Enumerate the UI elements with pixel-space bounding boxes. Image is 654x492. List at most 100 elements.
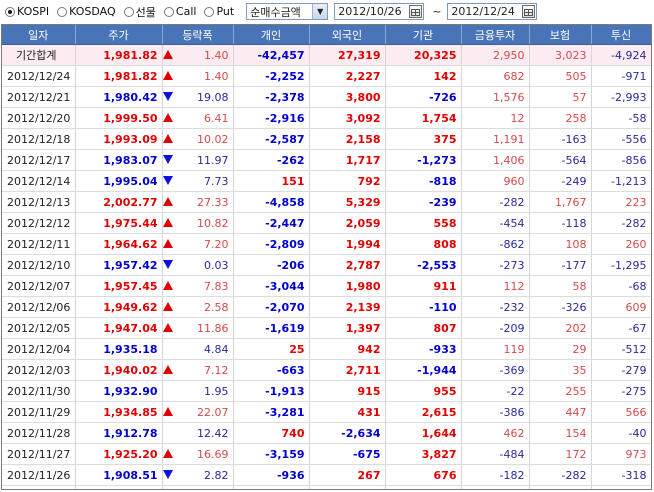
insurance-cell: -118 bbox=[529, 212, 592, 234]
fin-invest-cell: -22 bbox=[461, 380, 530, 402]
triangle-up-icon bbox=[162, 239, 173, 248]
price-cell: 1,911.33 bbox=[75, 485, 163, 489]
price-cell: 1,999.50 bbox=[75, 107, 163, 129]
date-cell: 2012/11/23 bbox=[2, 485, 76, 489]
column-header-foreign[interactable]: 외국인 bbox=[309, 25, 386, 45]
change-cell: 7.20 bbox=[162, 233, 234, 255]
radio-kosdaq[interactable]: KOSDAQ bbox=[57, 5, 116, 18]
mode-select-value: 순매수금액 bbox=[250, 5, 301, 19]
insurance-cell: -249 bbox=[529, 170, 592, 192]
table-row[interactable]: 2012/12/06 1,949.62 2.58 -2,070 2,139 -110 -23… bbox=[2, 296, 651, 318]
price-cell: 1,995.04 bbox=[75, 170, 163, 192]
column-header-date[interactable]: 일자 bbox=[2, 25, 76, 45]
table-row[interactable]: 2012/12/20 1,999.50 6.41 -2,916 3,092 1,754 12… bbox=[2, 107, 651, 129]
date-cell: 2012/11/27 bbox=[2, 443, 76, 465]
trust-cell: 223 bbox=[591, 191, 651, 213]
foreign-cell: -2,634 bbox=[309, 422, 386, 444]
insurance-cell: 154 bbox=[529, 422, 592, 444]
calendar-icon[interactable] bbox=[522, 5, 536, 18]
triangle-down-icon bbox=[162, 176, 173, 185]
fin-invest-cell: 12 bbox=[461, 107, 530, 129]
institution-cell: -1,944 bbox=[385, 359, 462, 381]
price-cell: 2,002.77 bbox=[75, 191, 163, 213]
individual-cell: -2,809 bbox=[233, 233, 310, 255]
radio-futures[interactable]: 선물 bbox=[123, 4, 156, 20]
change-cell: 16.69 bbox=[162, 443, 234, 465]
radio-indicator[interactable] bbox=[5, 6, 15, 17]
column-header-insurance[interactable]: 보험 bbox=[529, 25, 592, 45]
table-row[interactable]: 2012/12/07 1,957.45 7.83 -3,044 1,980 911 112 5… bbox=[2, 275, 651, 297]
date-from-value[interactable]: 2012/10/26 bbox=[338, 5, 402, 18]
column-header-fin-invest[interactable]: 금융투자 bbox=[461, 25, 530, 45]
institution-cell: 485 bbox=[385, 485, 462, 489]
table-row[interactable]: 2012/11/29 1,934.85 22.07 -3,281 431 2,615 -38… bbox=[2, 401, 651, 423]
price-cell: 1,980.42 bbox=[75, 86, 163, 108]
triangle-down-icon bbox=[162, 92, 173, 101]
change-cell: 22.07 bbox=[162, 401, 234, 423]
table-row[interactable]: 2012/12/21 1,980.42 19.08 -2,378 3,800 -726 1,… bbox=[2, 86, 651, 108]
calendar-icon[interactable] bbox=[409, 5, 423, 18]
radio-indicator[interactable] bbox=[57, 6, 68, 17]
change-cell: 11.83 bbox=[162, 485, 234, 489]
triangle-up-icon bbox=[162, 302, 173, 311]
fin-invest-cell: 119 bbox=[461, 338, 530, 360]
trust-cell: -4,924 bbox=[591, 44, 651, 66]
column-header-price[interactable]: 주가 bbox=[75, 25, 163, 45]
radio-label: 선물 bbox=[135, 5, 156, 19]
insurance-cell: -326 bbox=[529, 296, 592, 318]
table-row[interactable]: 2012/12/04 1,935.18 4.84 25 942 -933 119 29 -512 bbox=[2, 338, 651, 360]
trust-cell: -512 bbox=[591, 338, 651, 360]
date-cell: 2012/12/20 bbox=[2, 107, 76, 129]
date-to-field[interactable]: 2012/12/24 bbox=[447, 3, 538, 20]
trust-cell: 260 bbox=[591, 233, 651, 255]
insurance-cell: 35 bbox=[529, 359, 592, 381]
radio-put[interactable]: Put bbox=[204, 5, 234, 18]
table-row[interactable]: 2012/12/10 1,957.42 0.03 -206 2,787 -2,553 -27… bbox=[2, 254, 651, 276]
institution-cell: 676 bbox=[385, 464, 462, 486]
foreign-cell: 431 bbox=[309, 401, 386, 423]
table-row[interactable]: 2012/11/26 1,908.51 2.82 -936 267 676 -182 -282… bbox=[2, 464, 651, 486]
radio-kospi[interactable]: KOSPI bbox=[5, 5, 49, 18]
table-row[interactable]: 2012/12/24 1,981.82 1.40 -2,252 2,227 142 682 5… bbox=[2, 65, 651, 87]
radio-indicator[interactable] bbox=[204, 6, 215, 17]
radio-label: Put bbox=[216, 5, 235, 18]
column-header-trust[interactable]: 투신 bbox=[591, 25, 651, 45]
individual-cell: -2,447 bbox=[233, 212, 310, 234]
date-to-value[interactable]: 2012/12/24 bbox=[451, 5, 515, 18]
foreign-cell: 2,711 bbox=[309, 359, 386, 381]
table-row[interactable]: 2012/11/231,911.3311.83-1,9981,621485-92… bbox=[2, 485, 651, 489]
table-row[interactable]: 2012/12/11 1,964.62 7.20 -2,809 1,994 808 -862… bbox=[2, 233, 651, 255]
radio-indicator[interactable] bbox=[163, 6, 174, 17]
change-cell: 11.97 bbox=[162, 149, 234, 171]
institution-cell: 1,644 bbox=[385, 422, 462, 444]
foreign-cell: 1,980 bbox=[309, 275, 386, 297]
table-row[interactable]: 2012/12/18 1,993.09 10.02 -2,587 2,158 375 1,1… bbox=[2, 128, 651, 150]
radio-indicator[interactable] bbox=[123, 6, 134, 17]
individual-cell: 25 bbox=[233, 338, 310, 360]
table-row[interactable]: 2012/12/17 1,983.07 11.97 -262 1,717 -1,273 1,… bbox=[2, 149, 651, 171]
radio-call[interactable]: Call bbox=[163, 5, 196, 18]
column-header-individual[interactable]: 개인 bbox=[233, 25, 310, 45]
column-header-change[interactable]: 등락폭 bbox=[162, 25, 234, 45]
date-from-field[interactable]: 2012/10/26 bbox=[334, 3, 425, 20]
table-row[interactable]: 2012/11/28 1,912.78 12.42 740 -2,634 1,644 462… bbox=[2, 422, 651, 444]
individual-cell: -206 bbox=[233, 254, 310, 276]
chevron-down-icon[interactable]: ▼ bbox=[312, 4, 328, 19]
table-row[interactable]: 2012/12/14 1,995.04 7.73 151 792 -818 960 -249-… bbox=[2, 170, 651, 192]
triangle-up-icon bbox=[162, 113, 173, 122]
triangle-up-icon bbox=[162, 365, 173, 374]
table-row[interactable]: 2012/12/12 1,975.44 10.82 -2,447 2,059 558 -45… bbox=[2, 212, 651, 234]
column-header-institution[interactable]: 기관 bbox=[385, 25, 462, 45]
table-row[interactable]: 2012/11/30 1,932.90 1.95 -1,913 915 955 -22 255… bbox=[2, 380, 651, 402]
table-row[interactable]: 2012/12/03 1,940.02 7.12 -663 2,711 -1,944 -36… bbox=[2, 359, 651, 381]
fin-invest-cell: 2,950 bbox=[461, 44, 530, 66]
individual-cell: -3,281 bbox=[233, 401, 310, 423]
table-row[interactable]: 2012/11/27 1,925.20 16.69 -3,159 -675 3,827 -4… bbox=[2, 443, 651, 465]
total-row[interactable]: 기간합계 1,981.82 1.40 -42,457 27,319 20,325 2,950… bbox=[2, 44, 651, 66]
table-row[interactable]: 2012/12/13 2,002.77 27.33 -4,858 5,329 -239 -2… bbox=[2, 191, 651, 213]
price-cell: 1,947.04 bbox=[75, 317, 163, 339]
triangle-up-icon bbox=[162, 50, 173, 59]
table-row[interactable]: 2012/12/05 1,947.04 11.86 -1,619 1,397 807 -20… bbox=[2, 317, 651, 339]
mode-select[interactable]: 순매수금액 ▼ bbox=[246, 3, 329, 20]
trust-cell: -68 bbox=[591, 275, 651, 297]
